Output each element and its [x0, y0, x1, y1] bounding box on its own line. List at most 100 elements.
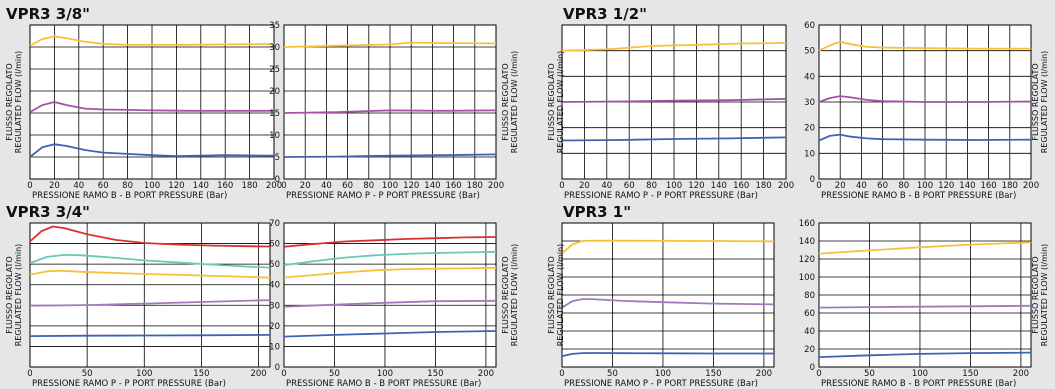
- y-axis-label-line-1: FLUSSO REGOLATO: [5, 256, 14, 333]
- x-tick-label: 40: [321, 181, 332, 191]
- x-tick-label: 200: [1023, 181, 1039, 191]
- y-axis-label-line-1: FLUSSO REGOLATO: [547, 63, 556, 140]
- x-tick-label: 120: [688, 181, 704, 191]
- series-line-yellow: [283, 266, 497, 279]
- x-axis-label: PRESSIONE RAMO B - B PORT PRESSURE (Bar): [286, 379, 481, 389]
- x-tick-label: 140: [193, 181, 209, 191]
- x-tick-label: 50: [864, 369, 875, 379]
- y-tick-label: 0: [275, 363, 280, 373]
- y-tick-label: 20: [804, 345, 815, 355]
- y-tick-label: 30: [269, 301, 280, 311]
- series-line-violet: [29, 299, 271, 307]
- series-line-blue: [818, 133, 1032, 142]
- x-tick-label: 160: [445, 181, 461, 191]
- series-line-magenta: [818, 95, 1032, 103]
- y-tick-label: 10: [269, 131, 280, 141]
- y-axis-label-line-2: REGULATED FLOW (l/min): [556, 244, 565, 347]
- y-tick-label: 40: [804, 327, 815, 337]
- series-line-magenta: [283, 109, 497, 114]
- y-tick-label: 60: [804, 309, 815, 319]
- plot-area: [30, 223, 270, 367]
- y-tick-label: 10: [804, 149, 815, 159]
- series-line-blue: [283, 330, 497, 338]
- group-title-vpr3-3-8: VPR3 3/8": [6, 5, 90, 23]
- y-tick-label: 20: [269, 87, 280, 97]
- x-tick-label: 20: [300, 181, 311, 191]
- x-tick-label: 80: [898, 181, 909, 191]
- y-tick-label: 0: [275, 175, 280, 185]
- x-tick-label: 60: [98, 181, 109, 191]
- y-axis-label-line-1: FLUSSO REGOLATO: [547, 256, 556, 333]
- x-tick-label: 120: [168, 181, 184, 191]
- y-tick-label: 10: [269, 342, 280, 352]
- x-axis-label: PRESSIONE RAMO B - B PORT PRESSURE (Bar): [821, 379, 1016, 389]
- x-tick-label: 160: [733, 181, 749, 191]
- x-axis-label: PRESSIONE RAMO P - P PORT PRESSURE (Bar): [564, 379, 758, 389]
- x-tick-label: 200: [778, 181, 794, 191]
- y-tick-label: 25: [269, 65, 280, 75]
- y-axis-label: FLUSSO REGOLATO REGULATED FLOW (l/min): [547, 51, 565, 154]
- x-axis-label: PRESSIONE RAMO B - B PORT PRESSURE (Bar): [821, 191, 1016, 201]
- y-axis-label-line-2: REGULATED FLOW (l/min): [510, 244, 519, 347]
- y-axis-label: FLUSSO REGOLATO REGULATED FLOW (l/min): [501, 244, 519, 347]
- y-tick-label: 40: [804, 72, 815, 82]
- chart-1: 0 20 40 60 80 100 120 140 160 180 2000510152025303…: [269, 21, 504, 201]
- x-tick-label: 40: [73, 181, 84, 191]
- x-tick-label: 20: [835, 181, 846, 191]
- y-tick-label: 60: [269, 240, 280, 250]
- x-tick-label: 60: [624, 181, 635, 191]
- x-tick-label: 0: [27, 181, 32, 191]
- plot-area: [284, 223, 496, 367]
- y-axis-label-line-1: FLUSSO REGOLATO: [1031, 256, 1040, 333]
- x-tick-label: 20: [579, 181, 590, 191]
- y-tick-label: 40: [269, 281, 280, 291]
- x-tick-label: 150: [962, 369, 978, 379]
- y-tick-label: 50: [804, 47, 815, 57]
- x-tick-label: 150: [193, 369, 209, 379]
- series-line-teal: [29, 254, 271, 269]
- x-tick-label: 150: [427, 369, 443, 379]
- y-tick-label: 50: [269, 260, 280, 270]
- y-axis-label: FLUSSO REGOLATO REGULATED FLOW (l/min): [5, 244, 23, 347]
- y-axis-label-line-1: FLUSSO REGOLATO: [501, 63, 510, 140]
- x-tick-label: 50: [82, 369, 93, 379]
- x-tick-label: 200: [756, 369, 772, 379]
- series-line-magenta: [29, 101, 274, 113]
- y-tick-label: 140: [799, 237, 815, 247]
- x-tick-label: 100: [377, 369, 393, 379]
- plot-border: [818, 222, 1032, 368]
- series-line-blue: [818, 351, 1032, 358]
- series-line-violet: [818, 304, 1032, 309]
- plot-border: [561, 222, 775, 368]
- x-tick-label: 120: [403, 181, 419, 191]
- y-axis-label: FLUSSO REGOLATO REGULATED FLOW (l/min): [5, 51, 23, 154]
- x-tick-label: 160: [980, 181, 996, 191]
- x-tick-label: 60: [877, 181, 888, 191]
- y-tick-label: 15: [269, 109, 280, 119]
- x-tick-label: 40: [601, 181, 612, 191]
- y-tick-label: 20: [804, 124, 815, 134]
- chart-2: 0 20 40 60 80 100 120 140 160 180 200 PRESSIONE RAM…: [559, 24, 794, 201]
- x-tick-label: 100: [666, 181, 682, 191]
- x-tick-label: 100: [912, 369, 928, 379]
- x-tick-label: 180: [755, 181, 771, 191]
- x-tick-label: 0: [559, 181, 564, 191]
- y-axis-label: FLUSSO REGOLATO REGULATED FLOW (l/min): [547, 244, 565, 347]
- x-tick-label: 40: [856, 181, 867, 191]
- x-tick-label: 140: [424, 181, 440, 191]
- y-axis-label-line-1: FLUSSO REGOLATO: [5, 63, 14, 140]
- x-tick-label: 50: [329, 369, 340, 379]
- y-axis-label-line-2: REGULATED FLOW (l/min): [556, 51, 565, 154]
- y-tick-label: 30: [804, 98, 815, 108]
- series-line-blue: [283, 153, 497, 158]
- x-tick-label: 100: [382, 181, 398, 191]
- y-tick-label: 70: [269, 219, 280, 229]
- y-axis-label-line-1: FLUSSO REGOLATO: [501, 256, 510, 333]
- series-line-yellow: [29, 35, 275, 47]
- y-axis-label-line-2: REGULATED FLOW (l/min): [510, 51, 519, 154]
- group-title-vpr3-1-2: VPR3 1/2": [563, 5, 647, 23]
- x-axis-label: PRESSIONE RAMO P - P PORT PRESSURE (Bar): [32, 379, 226, 389]
- x-tick-label: 100: [655, 369, 671, 379]
- x-tick-label: 80: [363, 181, 374, 191]
